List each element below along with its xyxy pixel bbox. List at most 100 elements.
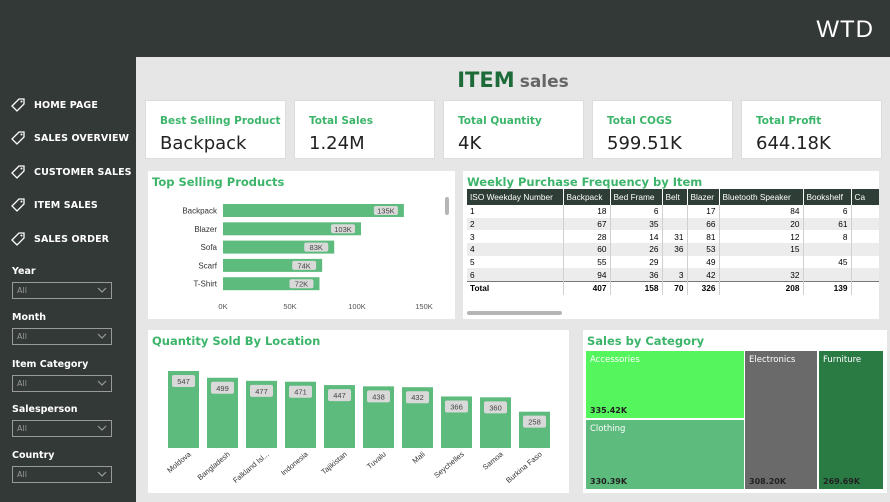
data-label-bg — [484, 401, 507, 414]
data-label-bg — [211, 381, 234, 394]
bar-data-label: 447 — [333, 391, 346, 400]
treemap-electronics[interactable]: Electronics 308.20K — [745, 351, 817, 489]
nav-sales-overview[interactable]: SALES OVERVIEW — [10, 128, 129, 148]
data-label-bg — [373, 206, 398, 215]
x-tick-label: 100K — [348, 302, 366, 311]
x-category-label: Samoa — [481, 449, 506, 472]
bar-blazer[interactable] — [223, 222, 362, 236]
bar-data-label: 360 — [489, 403, 502, 412]
item-category-select[interactable]: All — [12, 375, 112, 392]
top-selling-products-panel: Top Selling Products Backpack 135K Blazer 1… — [148, 171, 455, 319]
chevron-down-icon — [97, 471, 107, 477]
data-label-bg — [304, 242, 329, 252]
filter-item-category: Item Category All — [12, 359, 113, 392]
chevron-down-icon — [97, 380, 107, 386]
bar-data-label: 74K — [297, 261, 310, 270]
bar-category-label: T-Shirt — [193, 280, 217, 289]
bar-category-label: Blazer — [194, 225, 217, 234]
chevron-down-icon — [97, 333, 107, 339]
data-label-bg — [331, 224, 356, 234]
nav-item-sales[interactable]: ITEM SALES — [10, 195, 98, 215]
nav-home-page[interactable]: HOME PAGE — [10, 95, 98, 115]
bar-data-label: 72K — [295, 280, 308, 289]
filter-country: Country All — [12, 450, 113, 483]
nav-customer-sales[interactable]: CUSTOMER SALES — [10, 162, 132, 182]
x-category-label: Bangladesh — [196, 450, 232, 482]
bar-category-label: Backpack — [182, 207, 218, 216]
table-horizontal-scrollbar[interactable] — [467, 311, 562, 315]
table-header-row: ISO Weekday Number Backpack Bed Frame Be… — [467, 189, 879, 205]
sidebar: HOME PAGE SALES OVERVIEW CUSTOMER SALES … — [0, 0, 136, 502]
filter-month: Month All — [12, 312, 113, 345]
page-title: ITEM sales — [457, 68, 569, 92]
treemap-clothing[interactable]: Clothing 330.39K — [586, 420, 744, 489]
bar-data-label: 438 — [372, 392, 385, 401]
bar-data-label: 366 — [450, 402, 463, 411]
x-tick-label: 50K — [283, 302, 296, 311]
year-select[interactable]: All — [12, 282, 112, 299]
location-chart: 547 Moldova 499 Bangladesh 477 Falkland Isl..… — [165, 371, 550, 485]
filter-year: Year All — [12, 266, 113, 299]
data-label-bg — [172, 375, 195, 387]
table-row: 5 55 29 49 45 — [467, 255, 879, 269]
kpi-total-cogs: Total COGS 599.51K — [592, 100, 733, 159]
top-products-chart: Backpack 135K Blazer 103K Sofa 83K Scarf 74K T-S… — [182, 197, 449, 311]
kpi-best-selling-product: Best Selling Product Backpack — [145, 100, 286, 159]
salesperson-select[interactable]: All — [12, 420, 112, 437]
tag-icon — [11, 232, 25, 246]
country-select[interactable]: All — [12, 466, 112, 483]
data-label-bg — [250, 384, 273, 397]
bar-data-label: 499 — [216, 384, 229, 393]
table-row: 2 67 35 66 20 61 — [467, 217, 879, 231]
weekly-purchase-table: ISO Weekday Number Backpack Bed Frame Be… — [467, 189, 879, 296]
x-tick-label: 150K — [415, 302, 433, 311]
x-category-label: Falkland Isl... — [231, 450, 271, 485]
x-category-label: Tuvalu — [365, 450, 388, 471]
quantity-by-location-panel: Quantity Sold By Location 547 Moldova 499 B… — [148, 330, 569, 493]
x-category-label: Mali — [410, 449, 427, 465]
data-label-bg — [292, 260, 317, 270]
bar-category-label: Scarf — [198, 261, 217, 270]
bar-data-label: 258 — [528, 418, 541, 427]
x-category-label: Burkina Faso — [504, 450, 544, 485]
bar-data-label: 547 — [177, 377, 190, 386]
table-row: 3 28 14 31 81 12 8 — [467, 230, 879, 244]
filter-salesperson: Salesperson All — [12, 404, 113, 437]
data-label-bg — [289, 385, 312, 398]
kpi-total-quantity: Total Quantity 4K — [443, 100, 584, 159]
chart-scrollbar[interactable] — [445, 197, 449, 215]
data-label-bg — [406, 391, 429, 404]
month-select[interactable]: All — [12, 328, 112, 345]
nav-sales-order[interactable]: SALES ORDER — [10, 229, 109, 249]
logo: WTD — [816, 16, 874, 43]
bar-backpack[interactable] — [223, 204, 404, 217]
bar-data-label: 103K — [334, 225, 352, 234]
x-category-label: Tajikistan — [319, 450, 348, 477]
tag-icon — [11, 98, 25, 112]
table-row: 6 94 36 3 42 32 — [467, 268, 879, 282]
sales-by-category-panel: Sales by Category Accessories 335.42K Cl… — [583, 330, 887, 493]
tag-icon — [11, 198, 25, 212]
bar-data-label: 135K — [377, 207, 395, 216]
x-category-label: Seychelles — [432, 449, 466, 479]
kpi-total-profit: Total Profit 644.18K — [741, 100, 882, 159]
treemap-furniture[interactable]: Furniture 269.69K — [819, 351, 883, 489]
chevron-down-icon — [97, 287, 107, 293]
data-label-bg — [445, 400, 468, 413]
table-row: 1 18 6 17 84 6 — [467, 205, 879, 218]
data-label-bg — [328, 389, 351, 402]
x-tick-label: 0K — [218, 302, 227, 311]
kpi-total-sales: Total Sales 1.24M — [294, 100, 435, 159]
data-label-bg — [289, 279, 314, 289]
data-label-bg — [367, 390, 390, 403]
treemap-accessories[interactable]: Accessories 335.42K — [586, 351, 744, 418]
data-label-bg — [523, 415, 546, 428]
bar-data-label: 432 — [411, 393, 424, 402]
x-category-label: Moldova — [165, 449, 193, 475]
tag-icon — [11, 165, 25, 179]
bar-category-label: Sofa — [201, 243, 218, 252]
header-bar: WTD — [136, 0, 890, 57]
x-category-label: Indonesia — [279, 449, 310, 477]
table-total-row: Total 407 158 70 326 208 139 — [467, 280, 879, 296]
tag-icon — [11, 131, 25, 145]
